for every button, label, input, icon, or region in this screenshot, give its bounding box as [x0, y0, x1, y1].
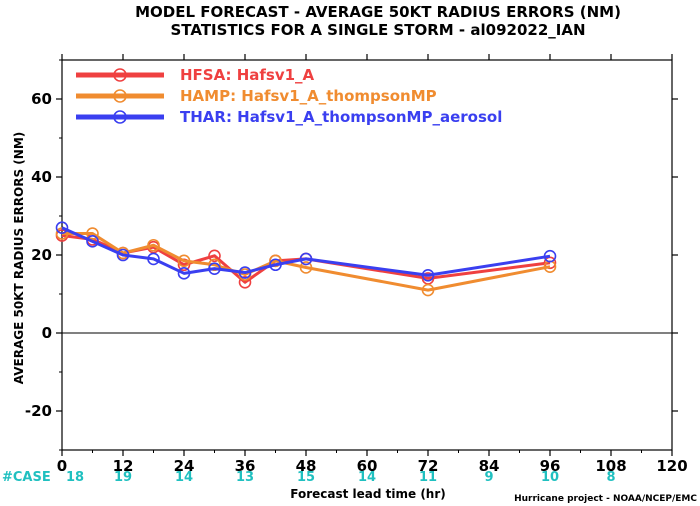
case-count: 18 [66, 470, 84, 485]
legend-label: HFSA: Hafsv1_A [180, 66, 315, 84]
data-point [177, 254, 191, 268]
x-tick-label: 120 [656, 457, 687, 475]
data-point [299, 252, 313, 266]
x-tick-label: 12 [113, 457, 134, 475]
series-line [62, 232, 551, 292]
series-1 [55, 227, 557, 297]
case-count: 14 [358, 470, 376, 485]
legend-marker [113, 89, 127, 103]
case-count: 14 [175, 470, 193, 485]
x-tick-label: 84 [479, 457, 500, 475]
case-count: 9 [484, 470, 493, 485]
legend-entry: HFSA: Hafsv1_A [76, 66, 315, 84]
data-point [86, 235, 99, 248]
data-point [269, 254, 282, 268]
data-point [55, 221, 69, 234]
y-axis-label: AVERAGE 50KT RADIUS ERRORS (NM) [12, 132, 26, 384]
x-tick-label: 24 [174, 457, 195, 475]
data-point [543, 249, 557, 263]
y-tick-label: -20 [25, 402, 52, 420]
y-tick-label: 60 [31, 90, 52, 108]
legend-label: HAMP: Hafsv1_A_thompsonMP [180, 87, 437, 105]
series-line [61, 226, 551, 277]
case-row-label: #CASE [2, 470, 51, 485]
x-tick-label: 108 [595, 457, 626, 475]
data-point [269, 258, 282, 272]
x-tick-label: 48 [296, 457, 317, 475]
x-tick-label: 96 [540, 457, 561, 475]
series-2 [55, 221, 557, 282]
data-point [177, 267, 191, 280]
legend: HFSA: Hafsv1_A HAMP: Hafsv1_A_thompsonMP T… [76, 66, 502, 126]
case-count: 19 [114, 470, 132, 485]
case-count: 11 [419, 470, 437, 485]
data-point [238, 266, 252, 279]
case-count: 8 [606, 470, 615, 485]
legend-marker [113, 68, 127, 82]
legend-label: THAR: Hafsv1_A_thompsonMP_aerosol [180, 108, 502, 126]
case-count: 15 [297, 470, 315, 485]
data-point [208, 249, 221, 263]
series-layer [55, 221, 557, 297]
case-count: 10 [541, 470, 559, 485]
chart-title: MODEL FORECAST - AVERAGE 50KT RADIUS ERR… [135, 3, 621, 21]
y-tick-label: 0 [42, 324, 52, 342]
x-tick-label: 36 [235, 457, 256, 475]
y-tick-label: 20 [31, 246, 52, 264]
x-axis-label: Forecast lead time (hr) [290, 487, 446, 501]
data-point [86, 227, 99, 240]
data-point [208, 262, 221, 275]
axes-layer: -20 0 20 40 60 0 12 24 36 48 60 72 84 96 108 120 [25, 54, 688, 475]
data-point [116, 248, 130, 262]
legend-entry: THAR: Hafsv1_A_thompsonMP_aerosol [76, 108, 502, 126]
data-point [147, 252, 160, 266]
case-count: 13 [236, 470, 254, 485]
data-point [147, 238, 160, 252]
legend-marker [113, 110, 127, 124]
x-tick-label: 72 [418, 457, 439, 475]
data-point [421, 268, 435, 282]
data-point [208, 258, 221, 272]
x-tick-label: 60 [357, 457, 378, 475]
y-tick-label: 40 [31, 168, 52, 186]
case-row: #CASE 18 19 14 13 15 14 11 9 10 8 [2, 470, 616, 485]
data-point [238, 275, 252, 289]
data-point [421, 283, 435, 297]
chart-subtitle: STATISTICS FOR A SINGLE STORM - al092022… [171, 21, 586, 39]
data-point [299, 261, 313, 274]
credit-text: Hurricane project - NOAA/NCEP/EMC [514, 494, 697, 504]
x-tick-label: 0 [57, 457, 67, 475]
legend-entry: HAMP: Hafsv1_A_thompsonMP [76, 87, 437, 105]
